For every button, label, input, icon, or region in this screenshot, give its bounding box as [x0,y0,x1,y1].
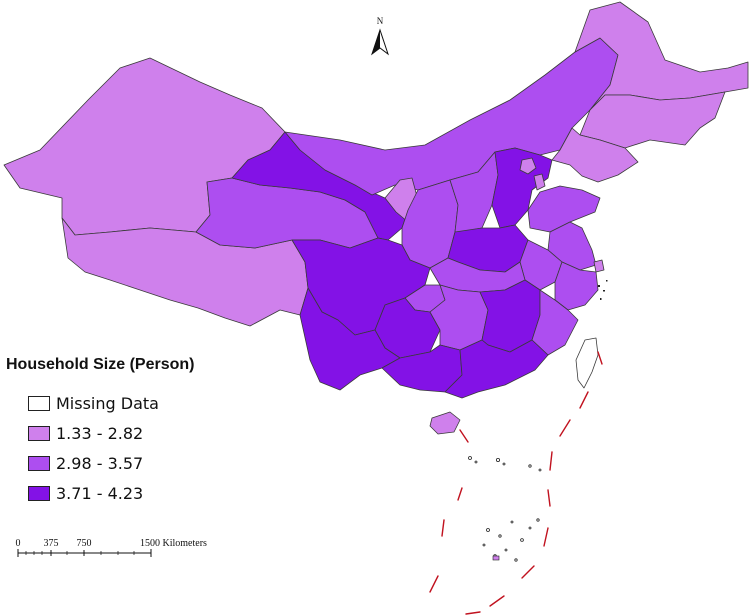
legend-item-low: 1.33 - 2.82 [28,418,194,448]
region-fujian [531,289,579,356]
legend-label: Missing Data [56,393,159,413]
region-shanxi [449,151,499,233]
south-sea-islands [468,456,542,562]
region-hebei [491,147,553,229]
region-hainan [429,411,461,435]
region-jilin [579,91,726,149]
legend-swatch [28,425,50,441]
region-inner-mongolia [284,37,619,196]
legend-label: 2.98 - 3.57 [56,453,144,473]
scale-tick-0: 0 [16,538,21,549]
scale-tick-750: 750 [77,538,92,549]
region-zhejiang [554,261,599,311]
legend-swatch [28,395,50,411]
legend-item-high: 3.71 - 4.23 [28,478,194,508]
region-tianjin [533,173,546,191]
legend-item-missing: Missing Data [28,388,194,418]
legend-swatch [28,455,50,471]
island-small-highlight [492,555,500,561]
region-guangdong [444,339,549,399]
region-yunnan [299,287,401,391]
scale-tick-1500: 1500 Kilometers [140,538,207,549]
legend-label: 3.71 - 4.23 [56,483,144,503]
region-shanghai [593,259,605,273]
region-taiwan [575,337,599,389]
region-liaoning [551,127,639,183]
legend-title: Household Size (Person) [6,356,195,373]
maritime-boundary [429,351,603,615]
region-shandong [527,185,601,233]
legend-label: 1.33 - 2.82 [56,423,144,443]
north-arrow: N [371,16,389,56]
north-label: N [377,16,384,26]
scale-bar: 0 375 750 1500 Kilometers [16,538,207,557]
legend-item-mid: 2.98 - 3.57 [28,448,194,478]
legend: Household Size (Person) Missing Data 1.3… [6,356,194,508]
legend-swatch [28,485,50,501]
scale-tick-375: 375 [44,538,59,549]
coastal-islands [598,280,608,300]
region-beijing [519,157,537,175]
